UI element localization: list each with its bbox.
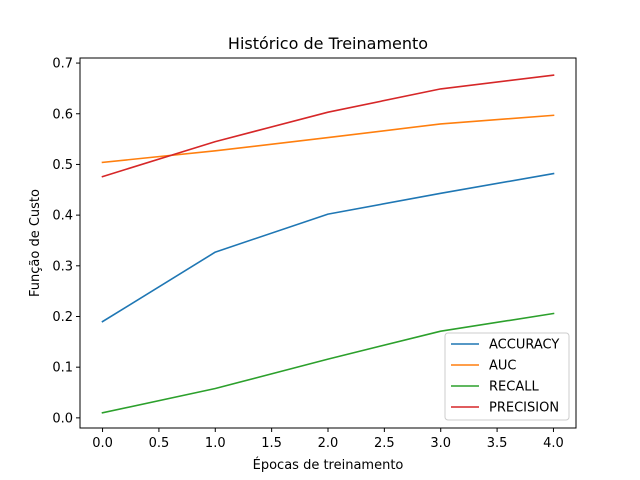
- y-tick-label: 0.7: [52, 57, 73, 72]
- y-axis-label: Função de Custo: [28, 189, 43, 297]
- x-tick-label: 2.0: [318, 436, 339, 451]
- y-axis-ticks: 0.0 0.1 0.2 0.3 0.4 0.5 0.6 0.7: [52, 57, 80, 426]
- y-tick-label: 0.4: [52, 209, 73, 224]
- legend-box: [444, 332, 570, 421]
- series-line-recall: [101, 312, 555, 414]
- y-tick-label: 0.0: [52, 411, 73, 426]
- legend-label-precision: PRECISION: [489, 401, 559, 416]
- legend: ACCURACY AUC RECALL PRECISION: [444, 332, 570, 421]
- x-tick-label: 1.0: [205, 436, 226, 451]
- y-tick-label: 0.5: [52, 158, 73, 173]
- series-line-auc: [101, 114, 555, 164]
- y-tick-label: 0.3: [52, 259, 73, 274]
- y-tick-label: 0.1: [52, 361, 73, 376]
- x-tick-label: 3.0: [430, 436, 451, 451]
- x-tick-label: 0.0: [92, 436, 113, 451]
- y-tick-label: 0.2: [52, 310, 73, 325]
- series-layer: [101, 74, 555, 414]
- x-tick-label: 0.5: [149, 436, 170, 451]
- legend-label-accuracy: ACCURACY: [489, 338, 559, 353]
- series-line-precision: [101, 74, 555, 178]
- legend-label-auc: AUC: [489, 359, 517, 374]
- x-axis-label: Épocas de treinamento: [253, 457, 404, 473]
- x-axis-ticks: 0.0 0.5 1.0 1.5 2.0 2.5 3.0 3.5 4.0: [92, 428, 564, 451]
- x-tick-label: 1.5: [261, 436, 282, 451]
- series-line-accuracy: [101, 172, 555, 323]
- y-tick-label: 0.6: [52, 107, 73, 122]
- x-tick-label: 4.0: [543, 436, 564, 451]
- x-tick-label: 3.5: [487, 436, 508, 451]
- x-tick-label: 2.5: [374, 436, 395, 451]
- legend-label-recall: RECALL: [489, 380, 539, 395]
- chart-title: Histórico de Treinamento: [228, 34, 428, 53]
